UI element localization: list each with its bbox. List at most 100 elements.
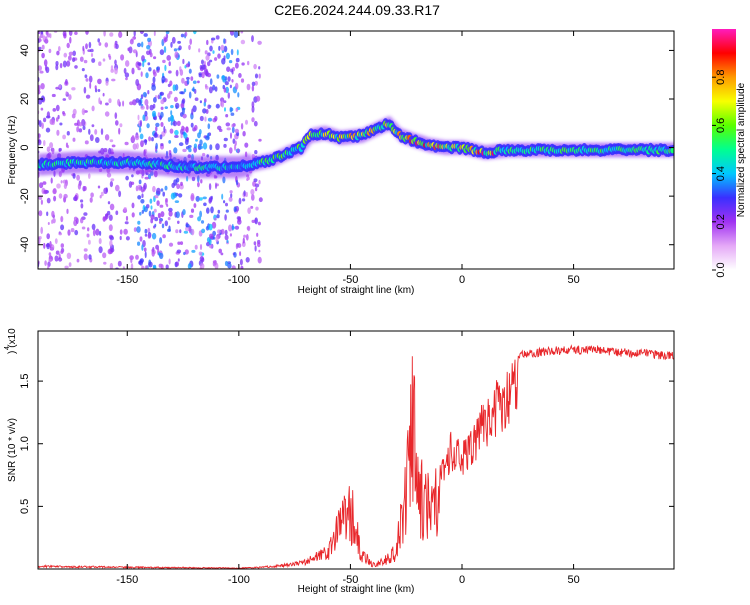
spectrogram-noise-blob <box>170 41 173 48</box>
spectrogram-noise-blob <box>109 262 114 269</box>
spectrogram-noise <box>38 31 263 269</box>
spectrogram-noise-blob <box>253 178 258 182</box>
spectrogram-noise-blob <box>211 37 216 41</box>
spectrogram-noise-blob <box>88 128 91 135</box>
spectrogram-noise-blob <box>197 80 200 84</box>
spectrogram-noise-blob <box>154 223 157 228</box>
spectrogram-noise-blob <box>228 224 233 232</box>
spectrogram-noise-blob <box>179 229 182 234</box>
spectrogram-noise-blob <box>245 119 248 125</box>
spectrogram-noise-blob <box>183 251 186 256</box>
spectrogram-noise-blob <box>243 190 246 197</box>
spectrogram-noise-blob <box>154 216 159 222</box>
spectrogram-noise-blob <box>209 78 213 85</box>
spectrogram-noise-blob <box>68 55 72 61</box>
spectrogram-noise-blob <box>68 31 73 36</box>
spectrogram-noise-blob <box>244 142 249 148</box>
spectrogram-noise-blob <box>144 110 148 117</box>
spectrogram-noise-blob <box>111 78 116 82</box>
spectrogram-noise-blob <box>100 191 104 197</box>
spectrogram-noise-blob <box>85 78 89 82</box>
spectrogram-noise-blob <box>159 204 164 208</box>
chart-title: C2E6.2024.244.09.33.R17 <box>274 2 440 18</box>
spectrogram-noise-blob <box>192 80 197 84</box>
spectrogram-noise-blob <box>137 184 141 191</box>
spectrogram-noise-blob <box>129 255 134 261</box>
spectrogram-noise-blob <box>198 73 203 78</box>
spectrogram-noise-blob <box>167 117 171 122</box>
spectrogram-noise-blob <box>182 113 187 119</box>
spectrogram-noise-blob <box>124 72 130 78</box>
spectrogram-noise-blob <box>220 101 223 107</box>
spectrogram-noise-blob <box>104 134 110 141</box>
spectrogram-noise-blob <box>94 129 98 135</box>
spectrogram-noise-blob <box>206 39 209 46</box>
spectrogram-noise-blob <box>175 229 179 234</box>
spectrogram-noise-blob <box>148 261 153 268</box>
spectrogram-noise-blob <box>238 197 242 205</box>
spectrogram-noise-blob <box>159 95 162 100</box>
spectrogram-noise-blob <box>164 106 168 109</box>
spectrogram-noise-blob <box>182 148 187 153</box>
spectrogram-noise-blob <box>166 204 169 207</box>
spectrogram-noise-blob <box>175 69 179 77</box>
spectrogram-noise-blob <box>60 180 63 184</box>
spectrogram-noise-blob <box>171 36 176 44</box>
spectrogram-noise-blob <box>247 60 250 66</box>
snr-y-tick-label: 1.5 <box>19 373 31 388</box>
spectrogram-noise-blob <box>46 197 51 204</box>
spectrogram-noise-blob <box>152 185 156 193</box>
spectrogram-noise-blob <box>114 59 117 66</box>
spectrogram-noise-blob <box>251 117 255 123</box>
spectrogram-noise-blob <box>105 213 109 217</box>
spectrogram-noise-blob <box>217 53 221 59</box>
spectrogram-noise-blob <box>106 172 112 178</box>
spectrogram-cell <box>670 147 674 154</box>
spectrogram-noise-blob <box>79 56 84 62</box>
spectrogram-noise-blob <box>45 127 51 133</box>
spectrogram-noise-blob <box>224 260 229 267</box>
snr-line <box>38 344 674 569</box>
spectrogram-noise-blob <box>100 128 104 136</box>
spectrogram-noise-blob <box>257 242 261 248</box>
spectrogram-noise-blob <box>144 228 148 234</box>
spectrogram-noise-blob <box>103 261 107 265</box>
snr-x-tick-label: -100 <box>228 574 250 586</box>
spectrogram-noise-blob <box>251 35 254 43</box>
spectrogram-x-tick-label: 50 <box>567 274 579 286</box>
spectrogram-noise-blob <box>202 152 206 157</box>
spectrogram-noise-blob <box>114 67 118 75</box>
spectrogram-noise-blob <box>134 134 140 141</box>
spectrogram-noise-blob <box>154 195 159 199</box>
spectrogram-noise-blob <box>141 264 144 269</box>
spectrogram-noise-blob <box>135 254 139 260</box>
spectrogram-noise-blob <box>58 232 62 236</box>
spectrogram-noise-blob <box>187 263 192 269</box>
spectrogram-noise-blob <box>110 247 115 253</box>
spectrogram-noise-blob <box>43 242 46 249</box>
spectrogram-noise-blob <box>230 132 232 139</box>
spectrogram-noise-blob <box>78 122 83 127</box>
spectrogram-noise-blob <box>169 128 174 134</box>
spectrogram-noise-blob <box>88 75 93 83</box>
spectrogram-noise-blob <box>143 206 148 213</box>
spectrogram-noise-blob <box>91 105 95 112</box>
spectrogram-noise-blob <box>52 188 57 194</box>
spectrogram-noise-blob <box>142 61 145 68</box>
spectrogram-noise-blob <box>150 205 153 210</box>
spectrogram-noise-blob <box>82 125 86 131</box>
spectrogram-noise-blob <box>125 215 129 221</box>
spectrogram-noise-blob <box>223 87 227 93</box>
spectrogram-noise-blob <box>160 106 164 111</box>
spectrogram-noise-blob <box>43 117 47 123</box>
spectrogram-noise-blob <box>254 80 258 86</box>
spectrogram-x-tick-label: -150 <box>116 274 138 286</box>
spectrogram-noise-blob <box>58 257 63 262</box>
spectrogram-noise-blob <box>156 67 159 71</box>
spectrogram-noise-blob <box>214 115 218 122</box>
spectrogram-noise-blob <box>45 36 48 43</box>
spectrogram-noise-blob <box>49 241 52 248</box>
spectrogram-noise-blob <box>232 138 236 144</box>
spectrogram-noise-blob <box>120 54 125 61</box>
spectrogram-noise-blob <box>147 62 151 66</box>
